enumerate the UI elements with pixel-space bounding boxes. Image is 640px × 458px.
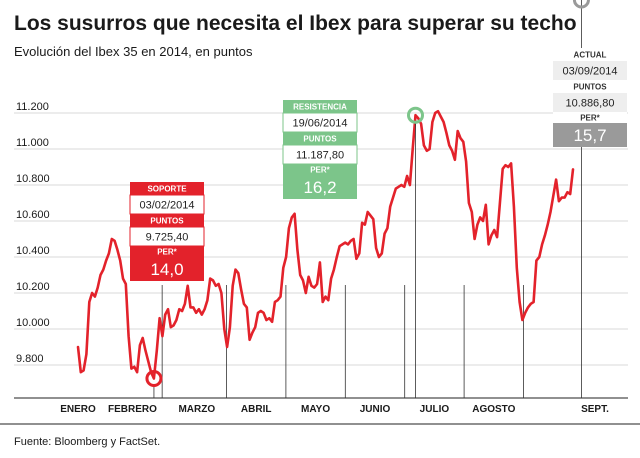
soporte-points: 9.725,40 — [146, 232, 189, 244]
soporte-points-label: PUNTOS — [150, 217, 184, 226]
resistencia-points-label-bg — [283, 132, 357, 145]
soporte-per-bg — [130, 257, 204, 281]
x-tick-label: JULIO — [420, 404, 450, 415]
soporte-title: SOPORTE — [147, 185, 187, 194]
series-layer — [76, 109, 575, 380]
y-tick-label: 10.200 — [16, 281, 50, 293]
resistencia-points: 11.187,80 — [296, 150, 344, 162]
x-tick-label: JUNIO — [360, 404, 391, 415]
actual-per-label-bg — [553, 112, 627, 123]
actual-date-bg — [553, 61, 627, 80]
soporte-title-bg — [130, 182, 204, 195]
x-tick-label: FEBRERO — [108, 404, 157, 415]
source-note: Fuente: Bloomberg y FactSet. — [14, 436, 160, 448]
x-tick-label: MARZO — [178, 404, 215, 415]
actual-points-bg — [553, 93, 627, 112]
actual-points-label-bg — [553, 80, 627, 93]
soporte-date: 03/02/2014 — [139, 200, 194, 212]
y-tick-label: 9.800 — [16, 353, 44, 365]
resistencia-title: RESISTENCIA — [293, 103, 347, 112]
y-axis: 9.800 10.000 10.200 10.400 10.600 10.800 11.00… — [16, 101, 50, 365]
soporte-per-label: PER* — [157, 248, 177, 257]
resistencia-per-label: PER* — [310, 166, 330, 175]
chart-title: Los susurros que necesita el Ibex para s… — [14, 12, 577, 35]
actual-per: 15,7 — [573, 126, 606, 145]
soporte-points-label-bg — [130, 214, 204, 227]
y-tick-label: 10.800 — [16, 173, 50, 185]
actual-box: ACTUAL 03/09/2014 PUNTOS 10.886,80 PER* 15,7 — [553, 48, 627, 147]
resistencia-title-bg — [283, 100, 357, 113]
actual-title-bg — [553, 48, 627, 61]
resistencia-marker-circle — [407, 106, 424, 124]
y-tick-label: 10.400 — [16, 245, 50, 257]
y-tick-label: 10.000 — [16, 317, 50, 329]
soporte-marker-circle — [145, 370, 163, 387]
x-tick-label: SEPT. — [581, 404, 609, 415]
resistencia-per-label-bg — [283, 164, 357, 175]
y-tick-label: 11.000 — [16, 137, 49, 149]
actual-per-label: PER* — [580, 114, 600, 123]
ibex-series-line — [76, 109, 575, 380]
actual-date: 03/09/2014 — [562, 66, 617, 78]
month-guides — [161, 285, 524, 398]
actual-title: ACTUAL — [574, 51, 607, 60]
resistencia-box: RESISTENCIA 19/06/2014 PUNTOS 11.187,80 PER*… — [282, 100, 358, 199]
actual-points: 10.886,80 — [566, 98, 615, 110]
resistencia-points-label: PUNTOS — [303, 135, 337, 144]
x-tick-label: ABRIL — [241, 404, 272, 415]
soporte-per-label-bg — [130, 246, 204, 257]
resistencia-date: 19/06/2014 — [292, 118, 347, 130]
annotation-boxes: SOPORTE 03/02/2014 PUNTOS 9.725,40 PER* 14,0 R… — [129, 48, 627, 281]
x-tick-label: AGOSTO — [472, 404, 515, 415]
x-axis: ENERO FEBRERO MARZO ABRIL MAYO JUNIO JULIO AGOS… — [60, 404, 609, 415]
y-tick-label: 10.600 — [16, 209, 50, 221]
actual-marker-circle — [572, 0, 590, 9]
markers — [145, 0, 590, 398]
resistencia-per: 16,2 — [303, 178, 336, 197]
x-tick-label: ENERO — [60, 404, 96, 415]
chart-subtitle: Evolución del Ibex 35 en 2014, en puntos — [14, 44, 253, 59]
actual-per-bg — [553, 123, 627, 147]
x-tick-label: MAYO — [301, 404, 330, 415]
soporte-box: SOPORTE 03/02/2014 PUNTOS 9.725,40 PER* 14,0 — [129, 182, 205, 281]
y-tick-label: 11.200 — [16, 101, 49, 113]
soporte-per: 14,0 — [150, 260, 183, 279]
resistencia-per-bg — [283, 175, 357, 199]
actual-points-label: PUNTOS — [573, 83, 607, 92]
